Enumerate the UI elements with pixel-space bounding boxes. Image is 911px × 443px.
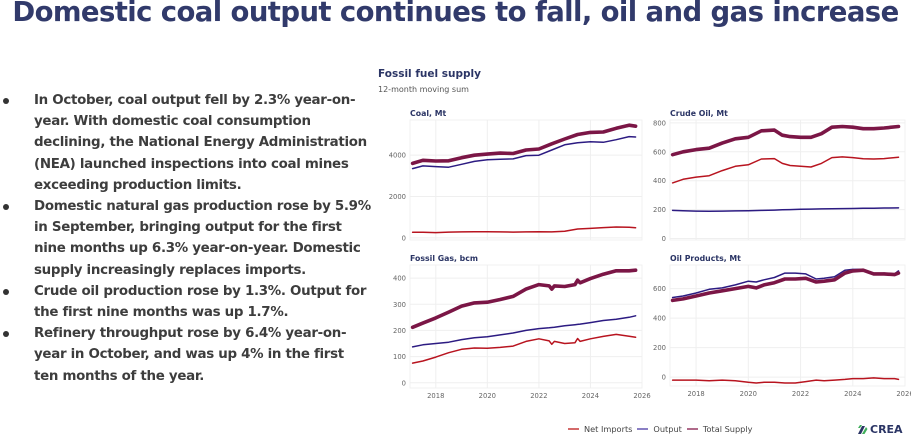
bullet-dot bbox=[3, 204, 9, 211]
legend-label: Output bbox=[653, 424, 682, 434]
bullet-item: In October, coal output fell by 2.3% yea… bbox=[0, 90, 372, 196]
bullet-text: In October, coal output fell by 2.3% yea… bbox=[34, 93, 367, 193]
x-tick-label: 2020 bbox=[740, 390, 757, 398]
y-tick-label: 200 bbox=[653, 206, 666, 214]
x-tick-label: 2022 bbox=[530, 392, 547, 400]
legend-item-net-imports: Net Imports bbox=[568, 424, 632, 434]
y-tick-label: 0 bbox=[402, 379, 406, 387]
series-line-net-imports bbox=[671, 377, 900, 384]
bullet-text: Crude oil production rose by 1.3%. Outpu… bbox=[34, 283, 367, 321]
x-tick-label: 2026 bbox=[896, 390, 911, 398]
series-line-net-imports bbox=[671, 156, 900, 184]
chart-subtitle: 12-month moving sum bbox=[378, 85, 469, 94]
x-tick-label: 2024 bbox=[582, 392, 599, 400]
series-line-total-supply bbox=[670, 124, 901, 157]
legend-item-total-supply: Total Supply bbox=[686, 424, 753, 434]
y-tick-label: 400 bbox=[393, 275, 406, 283]
x-tick-label: 2020 bbox=[479, 392, 496, 400]
page-title: Domestic coal output continues to fall, … bbox=[12, 0, 899, 28]
logo-text: CREA bbox=[870, 423, 903, 436]
series-line-total-supply bbox=[410, 123, 638, 166]
chart-title: Fossil fuel supply bbox=[378, 68, 481, 80]
series-line-output bbox=[671, 207, 900, 212]
bullet-item: Domestic natural gas production rose by … bbox=[0, 196, 372, 281]
series-line-output bbox=[411, 135, 637, 170]
legend-item-output: Output bbox=[637, 424, 682, 434]
crea-logo: CREA bbox=[857, 423, 903, 436]
bullet-text: Refinery throughput rose by 6.4% year-on… bbox=[34, 326, 347, 384]
chart-legend: Net Imports Output Total Supply bbox=[568, 424, 753, 434]
y-tick-label: 400 bbox=[653, 177, 666, 185]
panel-title: Coal, Mt bbox=[410, 109, 446, 118]
crea-leaf-icon bbox=[858, 425, 868, 434]
bullet-item: Crude oil production rose by 1.3%. Outpu… bbox=[0, 281, 372, 323]
x-tick-label: 2026 bbox=[633, 392, 650, 400]
y-tick-label: 200 bbox=[653, 344, 666, 352]
series-line-net-imports bbox=[411, 333, 637, 364]
y-tick-label: 600 bbox=[653, 148, 666, 156]
panel-title: Oil Products, Mt bbox=[670, 254, 741, 263]
bullet-dot bbox=[3, 331, 9, 338]
plot-area bbox=[669, 264, 906, 387]
legend-swatch bbox=[637, 428, 649, 430]
y-tick-label: 200 bbox=[393, 327, 406, 335]
series-line-output bbox=[411, 315, 637, 348]
x-tick-label: 2018 bbox=[687, 390, 704, 398]
y-tick-label: 0 bbox=[402, 234, 406, 242]
y-tick-label: 0 bbox=[662, 374, 666, 382]
bullet-item: Refinery throughput rose by 6.4% year-on… bbox=[0, 323, 372, 387]
legend-label: Net Imports bbox=[584, 424, 633, 434]
y-tick-label: 100 bbox=[393, 353, 406, 361]
y-tick-label: 0 bbox=[662, 235, 666, 243]
plot-area bbox=[669, 119, 906, 241]
legend-swatch bbox=[686, 428, 698, 430]
x-tick-label: 2022 bbox=[792, 390, 809, 398]
panel-title: Crude Oil, Mt bbox=[670, 109, 728, 118]
plot-area bbox=[409, 119, 643, 241]
panel-title: Fossil Gas, bcm bbox=[410, 254, 478, 263]
bullet-dot bbox=[3, 288, 9, 295]
y-tick-label: 4000 bbox=[389, 152, 406, 160]
series-line-net-imports bbox=[411, 226, 637, 234]
x-tick-label: 2018 bbox=[427, 392, 444, 400]
y-tick-label: 400 bbox=[653, 315, 666, 323]
x-tick-label: 2024 bbox=[844, 390, 861, 398]
legend-label: Total Supply bbox=[702, 424, 753, 434]
plot-area bbox=[409, 264, 643, 389]
bullet-dot bbox=[3, 98, 9, 104]
bullet-text: Domestic natural gas production rose by … bbox=[34, 199, 371, 278]
series-line-total-supply bbox=[670, 268, 901, 303]
y-tick-label: 600 bbox=[653, 285, 666, 293]
series-line-total-supply bbox=[410, 268, 638, 330]
y-tick-label: 800 bbox=[653, 119, 666, 127]
y-tick-label: 2000 bbox=[389, 193, 406, 201]
legend-swatch bbox=[568, 428, 579, 430]
bullet-list: In October, coal output fell by 2.3% yea… bbox=[0, 90, 372, 387]
y-tick-label: 300 bbox=[393, 301, 406, 309]
